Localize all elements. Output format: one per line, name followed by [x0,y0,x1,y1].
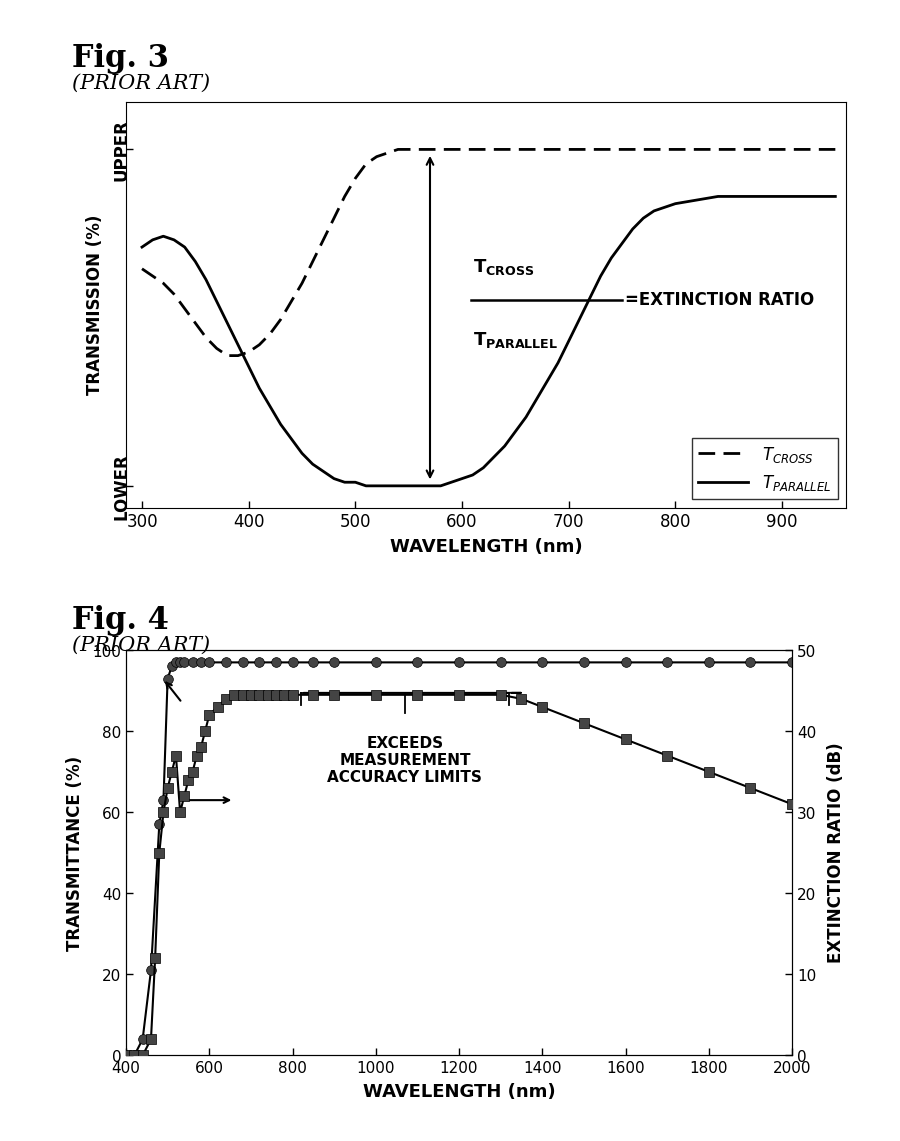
Text: (PRIOR ART): (PRIOR ART) [72,636,210,655]
Y-axis label: TRANSMISSION (%): TRANSMISSION (%) [86,215,104,396]
Text: $\mathbf{T_{CROSS}}$: $\mathbf{T_{CROSS}}$ [472,257,534,277]
Text: =EXTINCTION RATIO: =EXTINCTION RATIO [626,291,814,309]
Y-axis label: TRANSMITTANCE (%): TRANSMITTANCE (%) [66,755,84,950]
Text: Fig. 3: Fig. 3 [72,43,169,74]
Text: $\mathbf{T_{PARALLEL}}$: $\mathbf{T_{PARALLEL}}$ [472,330,558,349]
Text: (PRIOR ART): (PRIOR ART) [72,74,210,94]
Y-axis label: EXTINCTION RATIO (dB): EXTINCTION RATIO (dB) [827,743,845,963]
Text: Fig. 4: Fig. 4 [72,605,169,636]
X-axis label: WAVELENGTH (nm): WAVELENGTH (nm) [363,1082,555,1100]
X-axis label: WAVELENGTH (nm): WAVELENGTH (nm) [390,537,582,556]
Legend: $T_{CROSS}$, $T_{PARALLEL}$: $T_{CROSS}$, $T_{PARALLEL}$ [692,438,838,500]
Text: EXCEEDS
MEASUREMENT
ACCURACY LIMITS: EXCEEDS MEASUREMENT ACCURACY LIMITS [328,736,482,785]
